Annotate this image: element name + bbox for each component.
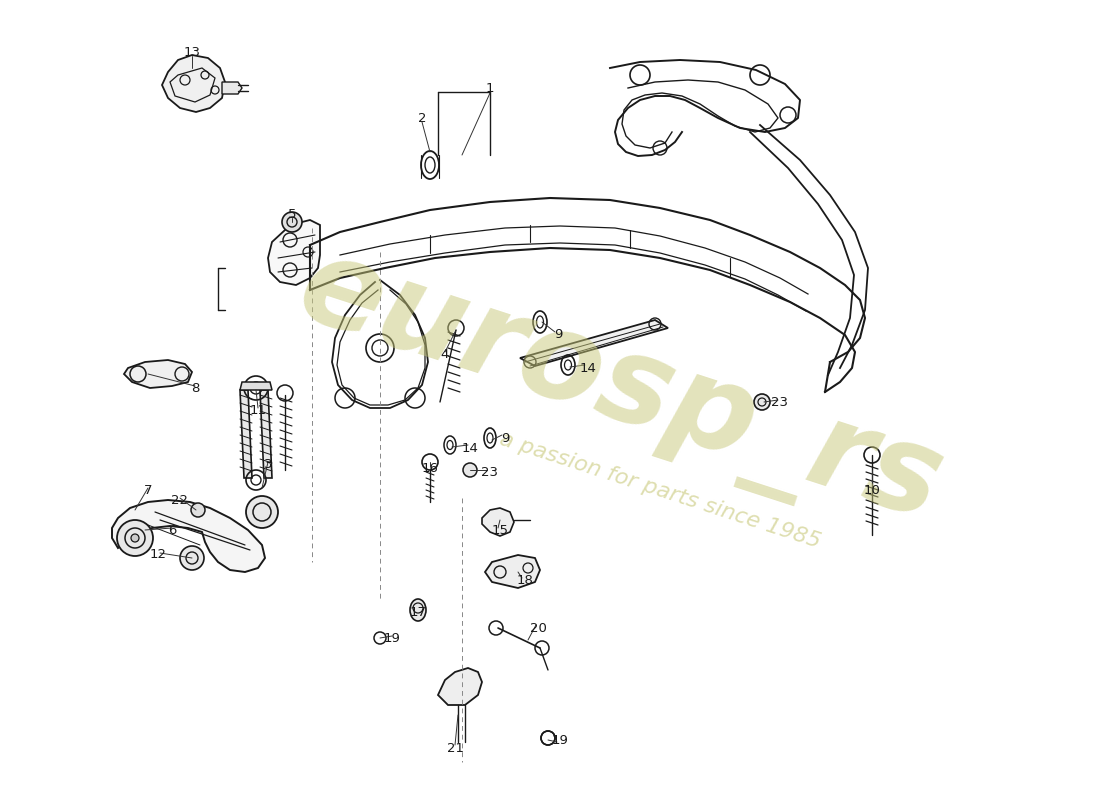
Text: 22: 22 bbox=[172, 494, 188, 506]
Text: 6: 6 bbox=[168, 523, 176, 537]
Polygon shape bbox=[260, 390, 272, 478]
Text: 12: 12 bbox=[150, 549, 166, 562]
Circle shape bbox=[131, 534, 139, 542]
Ellipse shape bbox=[410, 599, 426, 621]
Text: 5: 5 bbox=[288, 209, 296, 222]
Text: 14: 14 bbox=[580, 362, 596, 374]
Circle shape bbox=[246, 496, 278, 528]
Text: 17: 17 bbox=[409, 606, 427, 618]
Text: eurosp_rs: eurosp_rs bbox=[284, 231, 956, 549]
Text: 13: 13 bbox=[184, 46, 200, 58]
Text: 15: 15 bbox=[492, 523, 508, 537]
Circle shape bbox=[463, 463, 477, 477]
Text: 1: 1 bbox=[486, 82, 494, 94]
Circle shape bbox=[117, 520, 153, 556]
Circle shape bbox=[180, 546, 204, 570]
Polygon shape bbox=[222, 82, 242, 94]
Text: 19: 19 bbox=[384, 631, 400, 645]
Text: 7: 7 bbox=[144, 483, 152, 497]
Polygon shape bbox=[268, 220, 320, 285]
Text: 9: 9 bbox=[553, 329, 562, 342]
Polygon shape bbox=[240, 382, 272, 390]
Polygon shape bbox=[124, 360, 192, 388]
Text: 4: 4 bbox=[441, 349, 449, 362]
Text: 14: 14 bbox=[462, 442, 478, 454]
Text: 2: 2 bbox=[418, 111, 427, 125]
Polygon shape bbox=[112, 500, 265, 572]
Polygon shape bbox=[485, 555, 540, 588]
Text: 9: 9 bbox=[500, 431, 509, 445]
Text: 8: 8 bbox=[190, 382, 199, 394]
Circle shape bbox=[754, 394, 770, 410]
Text: 16: 16 bbox=[421, 462, 439, 474]
Text: 21: 21 bbox=[447, 742, 463, 754]
Polygon shape bbox=[438, 668, 482, 705]
Polygon shape bbox=[162, 55, 226, 112]
Text: 23: 23 bbox=[482, 466, 498, 478]
Circle shape bbox=[191, 503, 205, 517]
Text: 18: 18 bbox=[517, 574, 534, 586]
Text: 3: 3 bbox=[264, 458, 273, 471]
Polygon shape bbox=[520, 320, 668, 366]
Text: 19: 19 bbox=[551, 734, 569, 746]
Text: 20: 20 bbox=[529, 622, 547, 634]
Polygon shape bbox=[240, 390, 252, 478]
Circle shape bbox=[282, 212, 303, 232]
Text: 11: 11 bbox=[250, 403, 266, 417]
Text: 23: 23 bbox=[771, 395, 789, 409]
Text: a passion for parts since 1985: a passion for parts since 1985 bbox=[497, 429, 823, 551]
Polygon shape bbox=[482, 508, 514, 536]
Text: 10: 10 bbox=[864, 483, 880, 497]
